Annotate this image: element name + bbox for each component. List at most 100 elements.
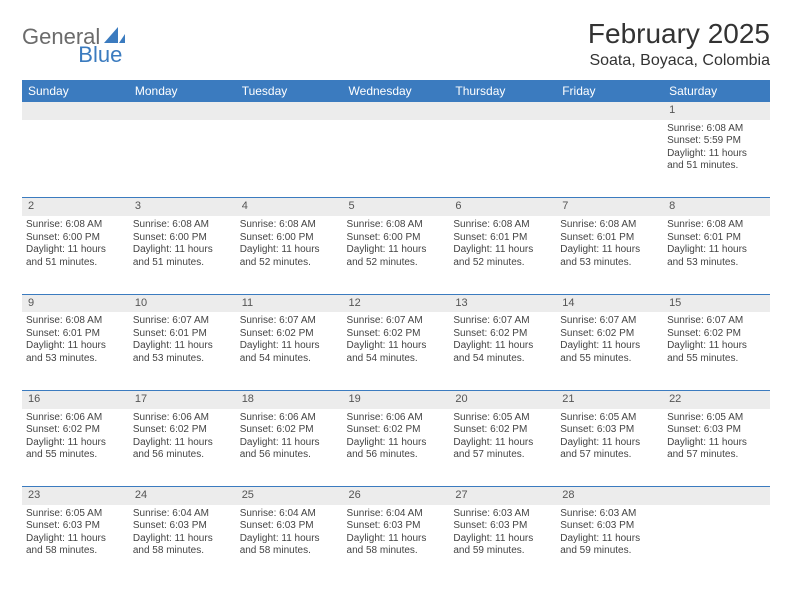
day-cell-line: and 58 minutes. xyxy=(26,545,125,558)
day-cell-line: Daylight: 11 hours xyxy=(26,437,125,450)
day-info-row: Sunrise: 6:06 AMSunset: 6:02 PMDaylight:… xyxy=(22,409,770,487)
day-cell: Sunrise: 6:05 AMSunset: 6:02 PMDaylight:… xyxy=(449,409,556,487)
day-cell-line: Daylight: 11 hours xyxy=(667,340,766,353)
day-cell-line: Daylight: 11 hours xyxy=(26,244,125,257)
day-cell-line: Sunset: 6:03 PM xyxy=(560,520,659,533)
day-number: 24 xyxy=(129,487,236,505)
day-cell-line: Sunrise: 6:08 AM xyxy=(347,219,446,232)
day-cell-line: Sunset: 6:03 PM xyxy=(453,520,552,533)
day-cell-line: Sunrise: 6:04 AM xyxy=(240,508,339,521)
day-info-row: Sunrise: 6:08 AMSunset: 6:00 PMDaylight:… xyxy=(22,216,770,294)
day-number-row: 16171819202122 xyxy=(22,390,770,408)
day-cell: Sunrise: 6:06 AMSunset: 6:02 PMDaylight:… xyxy=(22,409,129,487)
day-cell: Sunrise: 6:07 AMSunset: 6:02 PMDaylight:… xyxy=(343,312,450,390)
day-cell-line: Sunrise: 6:07 AM xyxy=(453,315,552,328)
day-number: 27 xyxy=(449,487,556,505)
day-cell-line: Sunset: 6:02 PM xyxy=(453,328,552,341)
day-number: 3 xyxy=(129,198,236,216)
day-cell-line: and 52 minutes. xyxy=(453,257,552,270)
header: General Blue February 2025 Soata, Boyaca… xyxy=(22,18,770,70)
day-cell-line: Sunset: 6:03 PM xyxy=(347,520,446,533)
day-cell-line: Sunrise: 6:06 AM xyxy=(240,412,339,425)
day-cell xyxy=(343,120,450,198)
day-cell xyxy=(236,120,343,198)
day-cell: Sunrise: 6:07 AMSunset: 6:02 PMDaylight:… xyxy=(663,312,770,390)
logo-text-blue: Blue xyxy=(78,42,122,68)
day-cell-line: and 51 minutes. xyxy=(133,257,232,270)
day-cell-line: Sunrise: 6:06 AM xyxy=(26,412,125,425)
day-number xyxy=(449,102,556,120)
day-cell: Sunrise: 6:07 AMSunset: 6:02 PMDaylight:… xyxy=(449,312,556,390)
day-cell: Sunrise: 6:05 AMSunset: 6:03 PMDaylight:… xyxy=(22,505,129,583)
day-number: 8 xyxy=(663,198,770,216)
day-cell xyxy=(449,120,556,198)
day-cell-line: Daylight: 11 hours xyxy=(347,533,446,546)
day-cell-line: Sunset: 6:00 PM xyxy=(26,232,125,245)
day-number: 9 xyxy=(22,294,129,312)
day-cell-line: Sunset: 6:01 PM xyxy=(667,232,766,245)
day-number-row: 2345678 xyxy=(22,198,770,216)
day-cell-line: Sunset: 6:02 PM xyxy=(133,424,232,437)
day-number: 21 xyxy=(556,390,663,408)
day-cell-line: and 55 minutes. xyxy=(667,353,766,366)
day-cell-line: Daylight: 11 hours xyxy=(667,437,766,450)
day-cell-line: Sunset: 6:00 PM xyxy=(240,232,339,245)
day-cell xyxy=(663,505,770,583)
day-cell-line: and 58 minutes. xyxy=(347,545,446,558)
day-number xyxy=(556,102,663,120)
day-cell-line: Sunset: 6:02 PM xyxy=(240,328,339,341)
day-cell-line: Sunset: 6:01 PM xyxy=(560,232,659,245)
day-number xyxy=(343,102,450,120)
day-cell-line: Daylight: 11 hours xyxy=(560,437,659,450)
day-number: 17 xyxy=(129,390,236,408)
day-cell: Sunrise: 6:05 AMSunset: 6:03 PMDaylight:… xyxy=(556,409,663,487)
day-number: 13 xyxy=(449,294,556,312)
day-cell-line: Sunrise: 6:06 AM xyxy=(133,412,232,425)
day-number: 25 xyxy=(236,487,343,505)
day-cell-line: Sunrise: 6:08 AM xyxy=(133,219,232,232)
day-cell-line: Sunrise: 6:07 AM xyxy=(560,315,659,328)
day-cell-line: Daylight: 11 hours xyxy=(240,437,339,450)
day-cell: Sunrise: 6:08 AMSunset: 6:01 PMDaylight:… xyxy=(22,312,129,390)
day-cell: Sunrise: 6:03 AMSunset: 6:03 PMDaylight:… xyxy=(449,505,556,583)
day-cell-line: Sunrise: 6:06 AM xyxy=(347,412,446,425)
day-cell: Sunrise: 6:07 AMSunset: 6:02 PMDaylight:… xyxy=(236,312,343,390)
logo: General Blue xyxy=(22,18,172,50)
day-number: 1 xyxy=(663,102,770,120)
day-cell: Sunrise: 6:04 AMSunset: 6:03 PMDaylight:… xyxy=(343,505,450,583)
day-cell-line: Sunset: 6:03 PM xyxy=(26,520,125,533)
day-cell-line: Sunset: 6:01 PM xyxy=(453,232,552,245)
day-cell-line: Sunset: 6:01 PM xyxy=(133,328,232,341)
day-cell: Sunrise: 6:06 AMSunset: 6:02 PMDaylight:… xyxy=(343,409,450,487)
day-cell-line: and 54 minutes. xyxy=(453,353,552,366)
day-number: 4 xyxy=(236,198,343,216)
day-cell-line: Sunset: 6:03 PM xyxy=(560,424,659,437)
day-cell-line: Sunrise: 6:07 AM xyxy=(240,315,339,328)
day-cell-line: and 53 minutes. xyxy=(667,257,766,270)
day-cell-line: Sunset: 6:03 PM xyxy=(667,424,766,437)
weekday-header: Monday xyxy=(129,80,236,102)
weekday-header: Tuesday xyxy=(236,80,343,102)
day-cell-line: Daylight: 11 hours xyxy=(347,244,446,257)
day-cell: Sunrise: 6:05 AMSunset: 6:03 PMDaylight:… xyxy=(663,409,770,487)
day-cell-line: and 53 minutes. xyxy=(133,353,232,366)
day-cell xyxy=(22,120,129,198)
day-cell: Sunrise: 6:08 AMSunset: 5:59 PMDaylight:… xyxy=(663,120,770,198)
day-cell-line: and 57 minutes. xyxy=(453,449,552,462)
day-cell-line: and 58 minutes. xyxy=(240,545,339,558)
day-cell-line: Daylight: 11 hours xyxy=(347,340,446,353)
day-cell-line: Sunrise: 6:08 AM xyxy=(240,219,339,232)
day-cell-line: Daylight: 11 hours xyxy=(453,437,552,450)
day-number: 19 xyxy=(343,390,450,408)
day-cell: Sunrise: 6:04 AMSunset: 6:03 PMDaylight:… xyxy=(236,505,343,583)
day-cell-line: and 54 minutes. xyxy=(240,353,339,366)
day-cell-line: Sunrise: 6:08 AM xyxy=(667,219,766,232)
weekday-header: Wednesday xyxy=(343,80,450,102)
location: Soata, Boyaca, Colombia xyxy=(588,52,770,70)
day-cell: Sunrise: 6:08 AMSunset: 6:00 PMDaylight:… xyxy=(22,216,129,294)
day-cell-line: Sunrise: 6:08 AM xyxy=(26,315,125,328)
day-cell-line: and 55 minutes. xyxy=(560,353,659,366)
day-cell-line: Sunrise: 6:07 AM xyxy=(133,315,232,328)
day-number: 23 xyxy=(22,487,129,505)
day-cell-line: and 55 minutes. xyxy=(26,449,125,462)
